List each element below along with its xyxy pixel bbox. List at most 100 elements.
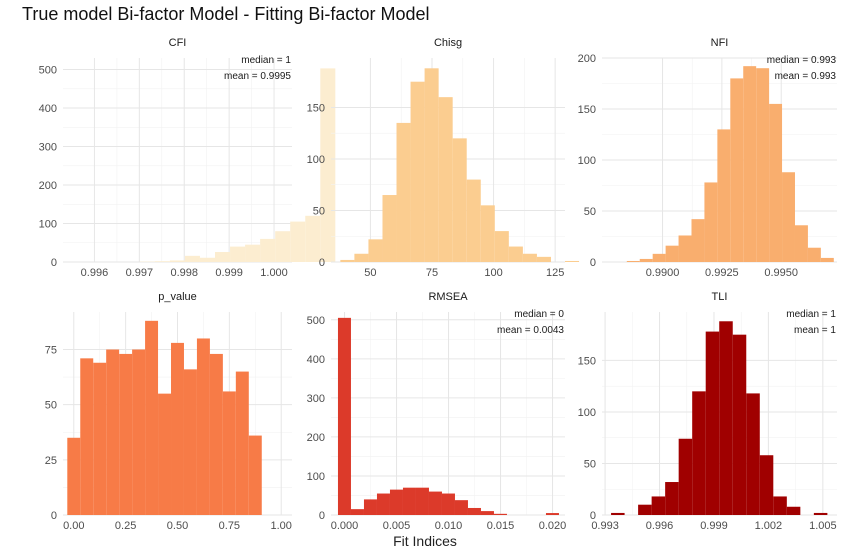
y-tick-label: 0	[319, 257, 325, 269]
y-tick-label: 100	[39, 219, 57, 231]
histogram-bar	[704, 182, 718, 262]
x-axis-title: Fit Indices	[393, 533, 457, 549]
histogram-bar	[452, 138, 467, 262]
stat-annotation: mean = 0.0043	[497, 325, 564, 336]
histogram-bar	[665, 245, 679, 262]
histogram-bar	[626, 260, 640, 262]
facet-label: NFI	[711, 37, 729, 49]
histogram-bar	[209, 353, 223, 515]
y-tick-label: 200	[578, 53, 596, 65]
histogram-bar	[196, 338, 210, 515]
x-tick-label: 75	[426, 267, 438, 279]
histogram-bar	[807, 247, 821, 262]
x-tick-label: 1.00	[271, 520, 292, 532]
histogram-bar	[158, 393, 172, 515]
histogram-bar	[245, 244, 261, 262]
histogram-bar	[652, 253, 666, 262]
histogram-bar	[466, 179, 481, 262]
panel-tli: 0 50 100 150 0.993 0.996 0.999 1.002 1.005 TLI med…	[578, 291, 837, 532]
y-tick-label: 100	[307, 154, 325, 166]
y-tick-label: 100	[307, 471, 325, 483]
histogram-bar	[678, 235, 692, 262]
stat-annotation: median = 1	[786, 309, 836, 320]
histogram-bar	[214, 251, 231, 262]
chart-title: True model Bi-factor Model - Fitting Bi-…	[22, 4, 430, 24]
stat-annotation: median = 0.993	[767, 55, 837, 66]
y-tick-label: 500	[307, 315, 325, 327]
histogram-bar	[454, 500, 468, 515]
histogram-bar	[376, 493, 390, 515]
x-tick-label: 50	[364, 267, 376, 279]
histogram-bar	[493, 513, 507, 515]
x-tick-label: 0.996	[646, 520, 674, 532]
histogram-bar	[692, 391, 706, 515]
histogram-bar	[428, 491, 442, 515]
histogram-bar	[354, 253, 369, 262]
y-tick-label: 100	[578, 155, 596, 167]
x-tick-label: 0.9925	[705, 267, 739, 279]
histogram-bar	[368, 239, 383, 262]
y-tick-label: 500	[39, 65, 57, 77]
histogram-bar	[389, 489, 403, 515]
y-tick-label: 150	[307, 102, 325, 114]
stat-annotation: mean = 1	[794, 325, 836, 336]
facet-label: Chisg	[434, 37, 462, 49]
y-tick-label: 400	[307, 354, 325, 366]
histogram-bar	[275, 231, 291, 262]
y-tick-label: 50	[313, 205, 325, 217]
histogram-bar	[638, 504, 652, 515]
histogram-bar	[611, 512, 625, 515]
histogram-bar	[320, 68, 336, 262]
y-tick-label: 150	[578, 104, 596, 116]
y-tick-label: 0	[51, 257, 57, 269]
x-tick-label: 0.996	[81, 267, 109, 279]
histogram-bar	[80, 358, 94, 515]
stat-annotation: mean = 0.9995	[224, 71, 291, 82]
histogram-bar	[651, 496, 666, 515]
y-tick-label: 0	[590, 257, 596, 269]
histogram-bar	[691, 219, 705, 262]
y-tick-label: 50	[584, 458, 596, 470]
x-tick-label: 100	[484, 267, 502, 279]
histogram-bar	[171, 342, 184, 515]
facet-label: RMSEA	[428, 291, 468, 303]
panel-chisg: 0 50 100 150 50 75 100 125 Chisg	[307, 37, 580, 279]
histogram-bar	[773, 496, 787, 515]
y-tick-label: 25	[45, 455, 57, 467]
histogram-bar	[260, 238, 276, 262]
histogram-bar	[235, 371, 249, 515]
x-tick-label: 0.25	[115, 520, 136, 532]
histogram-bar	[337, 317, 351, 515]
stat-annotation: mean = 0.993	[775, 71, 837, 82]
stat-annotation: median = 0	[514, 309, 564, 320]
panel-p-value: 0 25 50 75 0.00 0.25 0.50 0.75 1.00 p_value	[45, 291, 292, 532]
x-tick-label: 0.015	[487, 520, 515, 532]
x-tick-label: 0.9950	[764, 267, 798, 279]
y-tick-label: 400	[39, 103, 57, 115]
x-tick-label: 0.000	[331, 520, 359, 532]
histogram-bar	[786, 506, 801, 515]
histogram-bar	[665, 482, 679, 515]
y-tick-label: 50	[45, 400, 57, 412]
histogram-bar	[820, 257, 834, 262]
y-tick-label: 75	[45, 345, 57, 357]
histogram-bar	[756, 68, 770, 262]
histogram-bar	[415, 487, 429, 515]
histogram-bar	[154, 261, 170, 262]
histogram-bar	[782, 172, 795, 262]
histogram-bar	[467, 507, 481, 515]
histogram-bar	[746, 393, 760, 515]
facet-label: CFI	[169, 37, 187, 49]
histogram-bar	[290, 221, 306, 262]
y-tick-label: 0	[590, 510, 596, 522]
x-tick-label: 1.002	[755, 520, 783, 532]
y-tick-label: 50	[584, 206, 596, 218]
histogram-bar	[743, 66, 757, 262]
histogram-bar	[230, 246, 246, 262]
histogram-bar	[248, 435, 262, 515]
x-tick-label: 0.75	[219, 520, 240, 532]
x-tick-label: 125	[546, 267, 564, 279]
histogram-bar	[396, 122, 411, 262]
y-tick-label: 200	[39, 180, 57, 192]
